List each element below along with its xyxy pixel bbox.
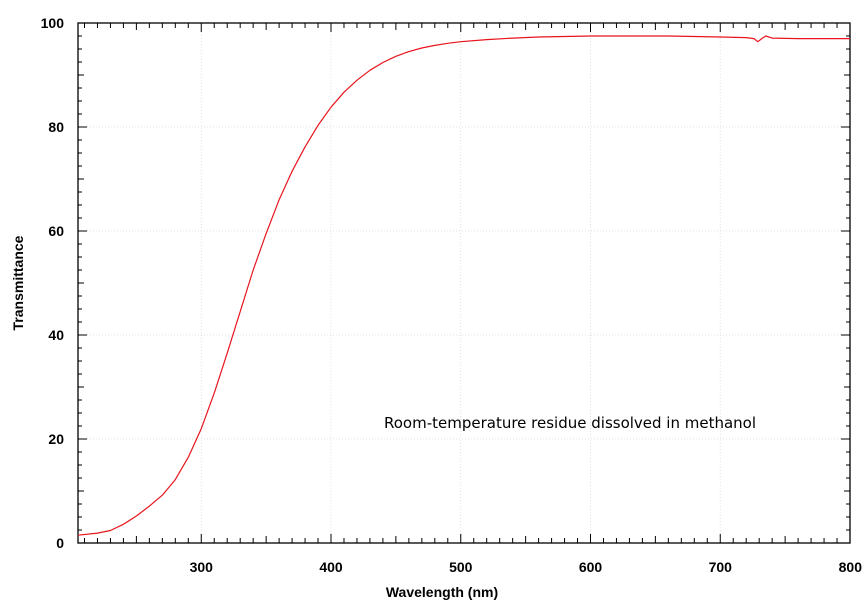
grid-lines bbox=[78, 23, 850, 543]
y-tick-label: 60 bbox=[48, 223, 64, 239]
y-tick-label: 20 bbox=[48, 431, 64, 447]
axis-ticks bbox=[78, 22, 851, 544]
transmittance-line bbox=[77, 35, 850, 536]
y-tick-label: 80 bbox=[48, 119, 64, 135]
x-tick-label: 400 bbox=[319, 559, 343, 575]
plot-frame bbox=[77, 22, 851, 544]
chart-annotation: Room-temperature residue dissolved in me… bbox=[384, 414, 756, 432]
x-tick-label: 800 bbox=[839, 559, 863, 575]
x-tick-label: 700 bbox=[709, 559, 733, 575]
y-tick-label: 0 bbox=[56, 535, 64, 551]
y-axis-title: Transmittance bbox=[10, 235, 26, 330]
series-lines bbox=[77, 35, 850, 536]
x-tick-label: 300 bbox=[190, 559, 214, 575]
x-tick-label: 500 bbox=[449, 559, 473, 575]
y-tick-label: 40 bbox=[48, 327, 64, 343]
y-tick-label: 100 bbox=[41, 15, 65, 31]
x-axis-title: Wavelength (nm) bbox=[386, 584, 498, 600]
tick-labels: 300 400 500 600 700 800 0 20 40 60 80 100 bbox=[41, 15, 863, 575]
x-tick-label: 600 bbox=[579, 559, 603, 575]
